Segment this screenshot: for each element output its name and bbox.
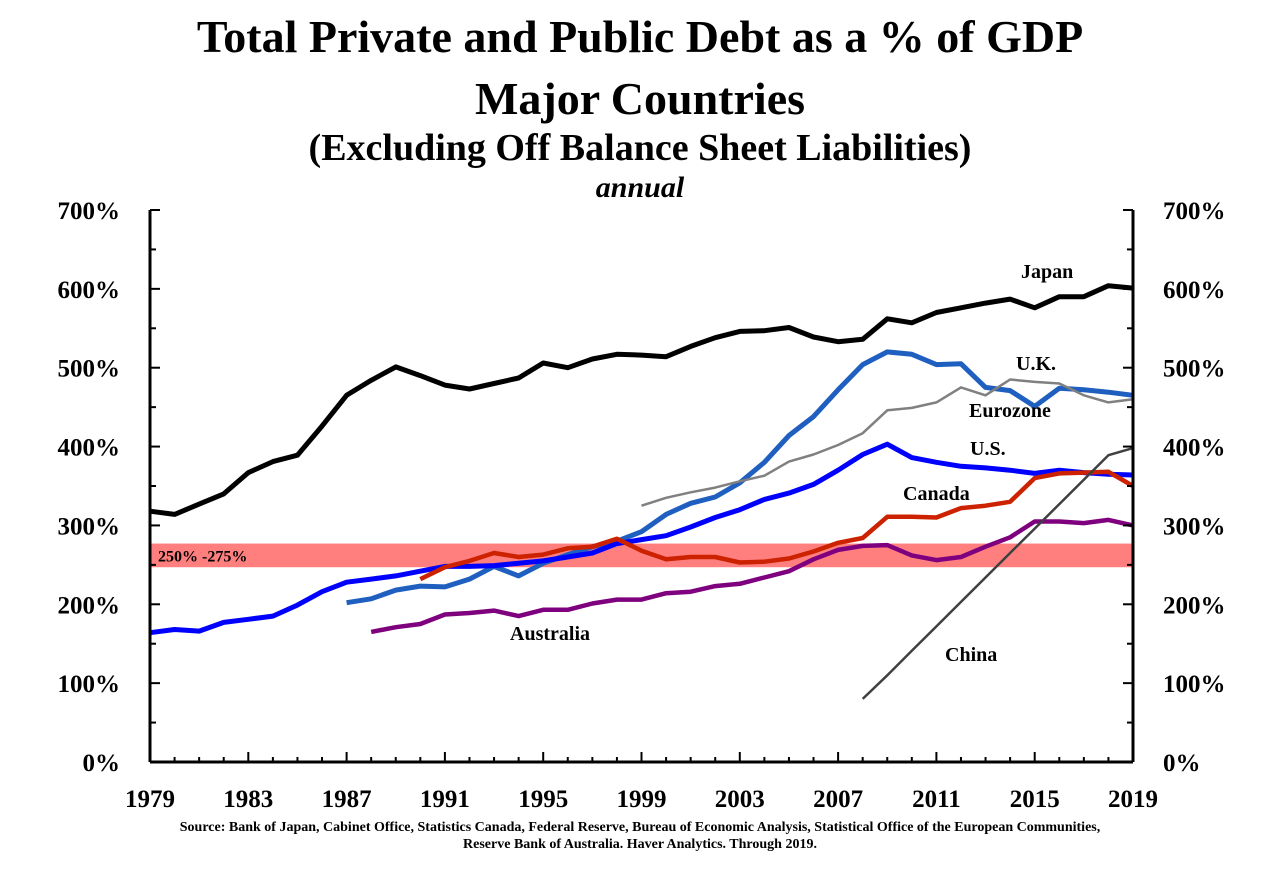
y-tick-label-right: 200%	[1163, 592, 1226, 619]
series-line-china	[861, 446, 1134, 700]
x-tick-label: 1991	[420, 786, 470, 813]
series-label-us: U.S.	[970, 438, 1006, 460]
series-label-japan: Japan	[1021, 261, 1073, 283]
series-label-eurozone: Eurozone	[969, 400, 1051, 422]
x-tick-label: 2015	[1010, 786, 1060, 813]
series-line-eurozone	[641, 378, 1134, 507]
y-tick-label-right: 0%	[1163, 750, 1201, 777]
reference-band-label: 250% -275%	[158, 548, 247, 565]
series-line-uk	[346, 349, 1134, 606]
series-line-us	[149, 441, 1134, 636]
series-label-china: China	[945, 644, 997, 666]
source-line-2: Reserve Bank of Australia. Haver Analyti…	[463, 837, 817, 852]
x-tick-label: 2011	[912, 786, 961, 813]
chart-title: Total Private and Public Debt as a % of …	[196, 11, 1084, 62]
reference-band	[150, 543, 1133, 568]
y-tick-label-left: 700%	[58, 198, 121, 225]
chart-subtitle-2: (Excluding Off Balance Sheet Liabilities…	[308, 127, 972, 169]
x-tick-label: 2019	[1108, 786, 1158, 813]
series-line-japan	[149, 283, 1134, 517]
series-label-australia: Australia	[510, 623, 590, 645]
x-tick-label: 1999	[617, 786, 667, 813]
y-tick-label-left: 300%	[58, 513, 121, 540]
series-line-australia	[370, 517, 1134, 635]
source-line-1: Source: Bank of Japan, Cabinet Office, S…	[179, 820, 1101, 835]
frequency-label: annual	[595, 171, 685, 204]
y-tick-label-left: 0%	[83, 750, 121, 777]
x-tick-label: 2003	[715, 786, 765, 813]
y-tick-label-left: 100%	[58, 671, 121, 698]
y-tick-label-right: 300%	[1163, 513, 1226, 540]
y-tick-label-right: 600%	[1163, 277, 1226, 304]
x-tick-label: 2007	[813, 786, 863, 813]
x-tick-label: 1983	[223, 786, 273, 813]
x-tick-label: 1995	[518, 786, 568, 813]
x-tick-label: 1987	[322, 786, 372, 813]
y-tick-label-left: 500%	[58, 356, 121, 383]
series-label-uk: U.K.	[1016, 353, 1056, 375]
x-tick-label: 1979	[125, 786, 175, 813]
y-tick-label-right: 400%	[1163, 435, 1226, 462]
y-tick-label-right: 500%	[1163, 356, 1226, 383]
series-line-canada	[419, 469, 1135, 582]
y-tick-label-right: 700%	[1163, 198, 1226, 225]
y-tick-label-left: 200%	[58, 592, 121, 619]
y-tick-label-left: 400%	[58, 435, 121, 462]
chart-subtitle: Major Countries	[474, 73, 806, 124]
y-tick-label-right: 100%	[1163, 671, 1226, 698]
y-tick-label-left: 600%	[58, 277, 121, 304]
series-label-canada: Canada	[903, 483, 970, 505]
